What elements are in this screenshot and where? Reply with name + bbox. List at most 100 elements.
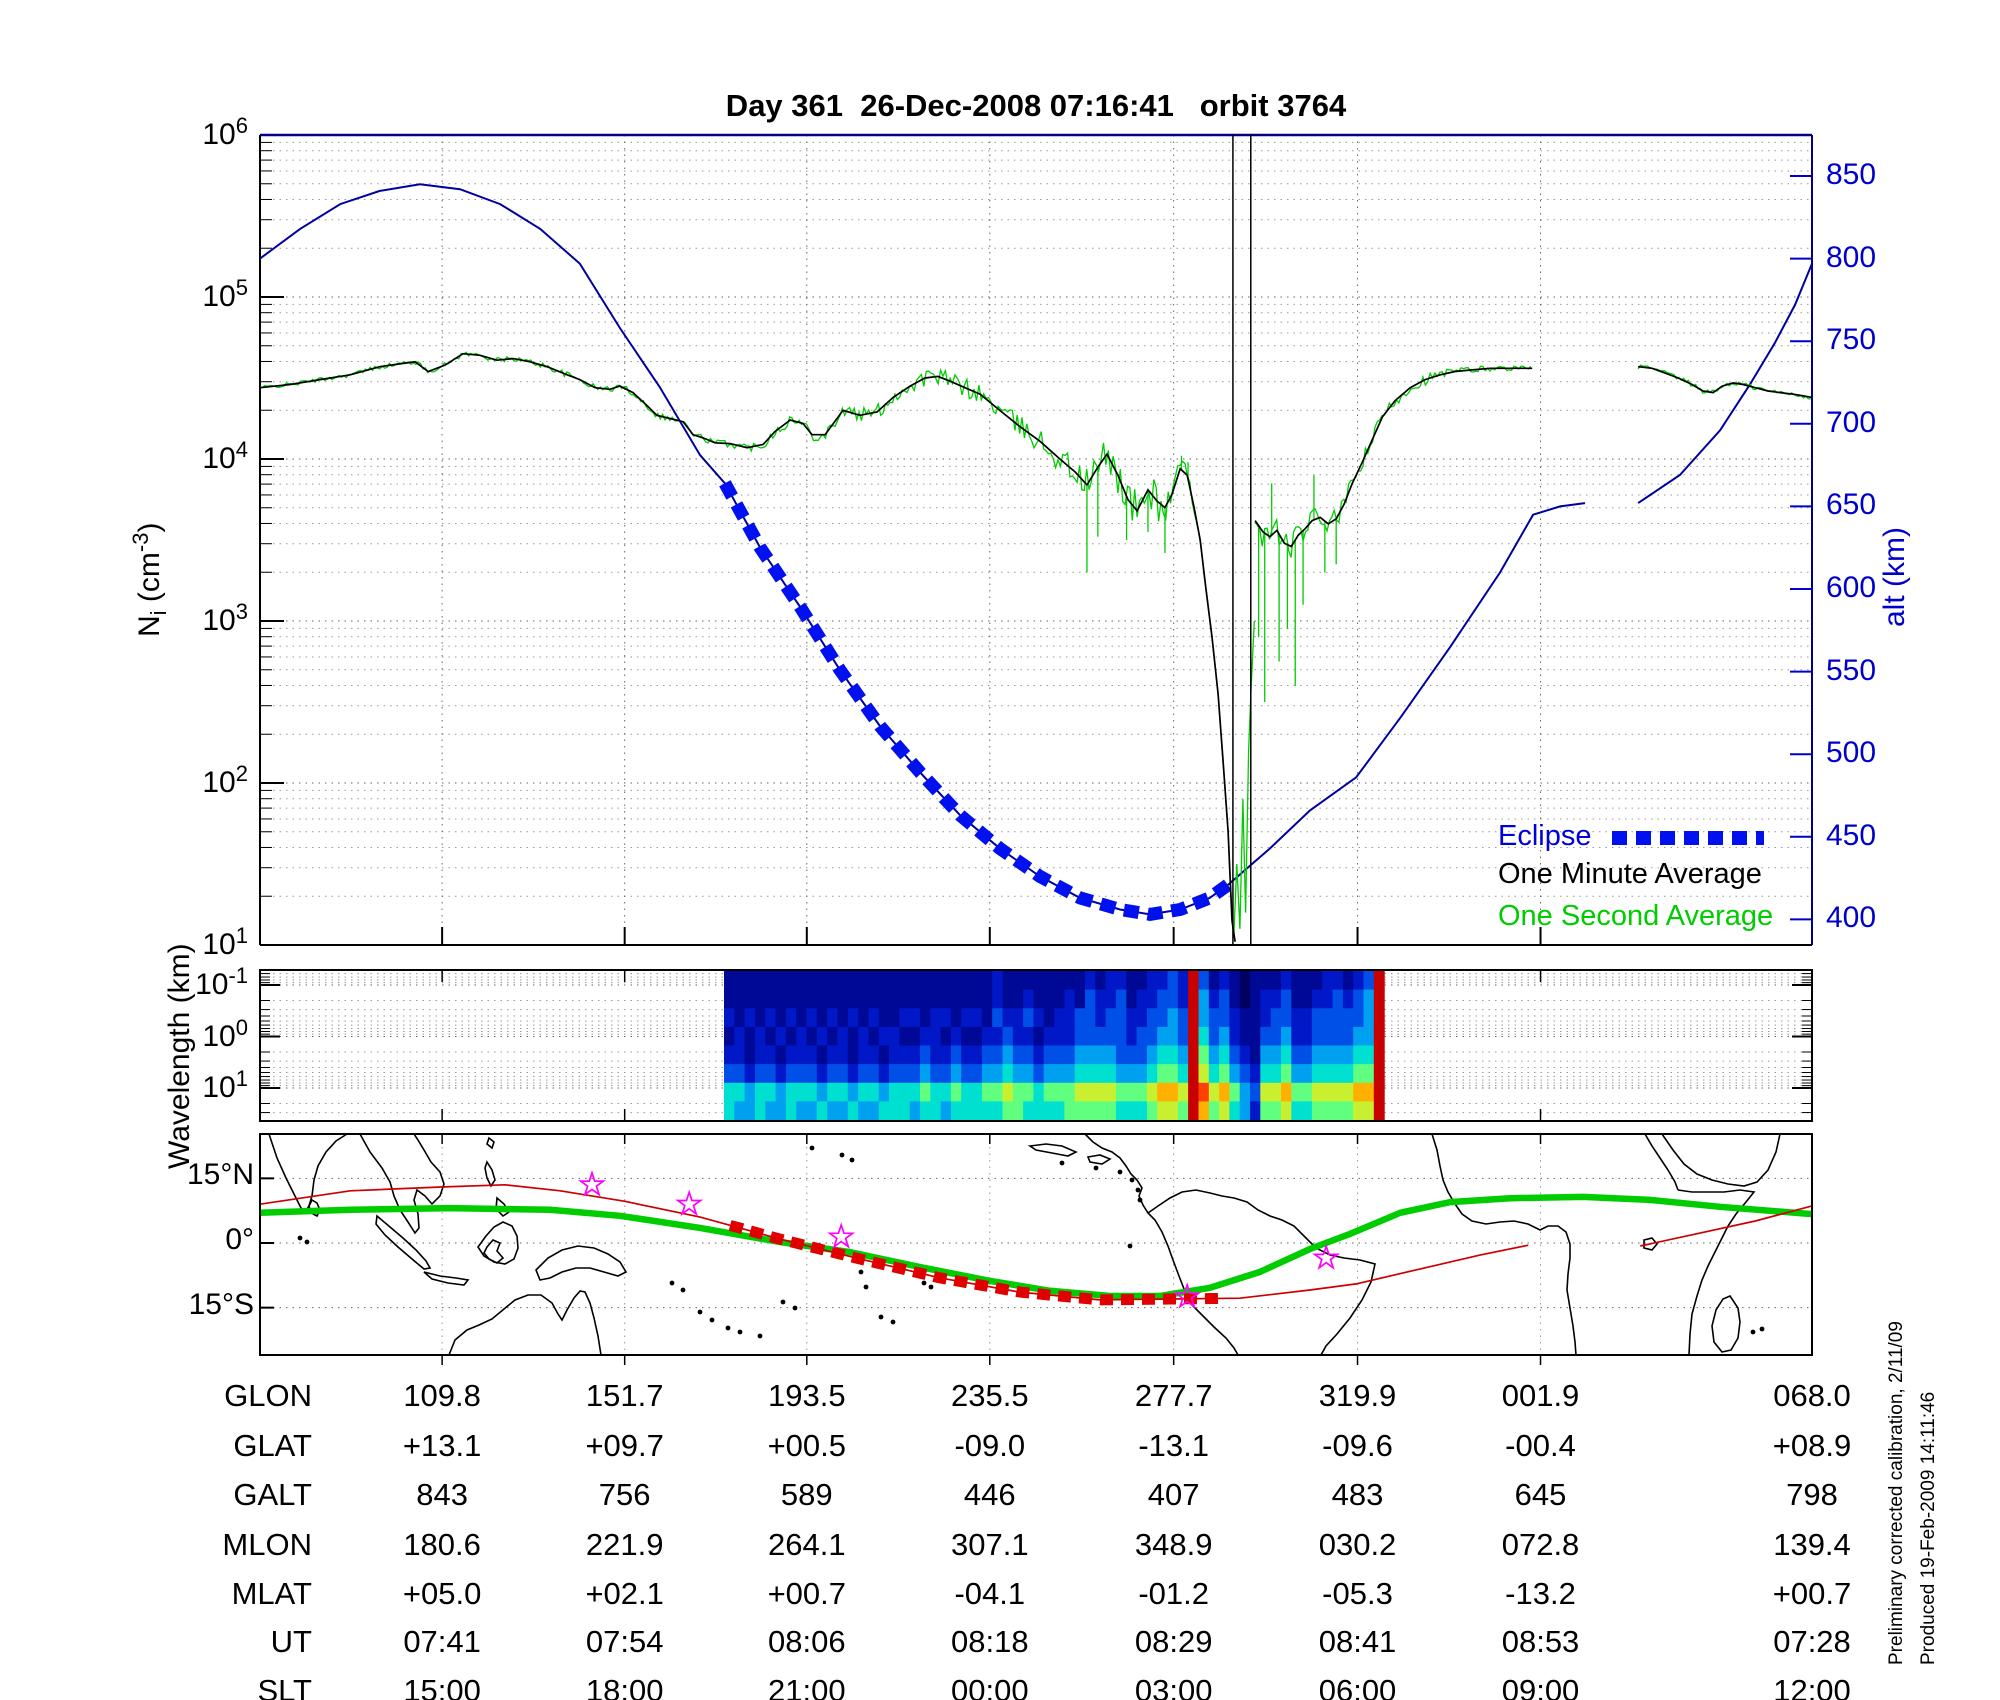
island-dot [878,1314,884,1320]
table-cell-GLON-2: 193.5 [768,1378,846,1413]
coastline [1147,1189,1376,1356]
plasma-bubble-star [1173,1282,1202,1309]
coastline [308,1198,321,1218]
table-row-label-UT: UT [270,1624,312,1659]
table-cell-UT-7: 07:28 [1773,1624,1851,1659]
coastline [359,1133,445,1235]
island-dot [297,1235,303,1241]
table-cell-GLAT-6: -00.4 [1505,1428,1576,1463]
wavelength-spectrogram [259,969,1813,1122]
alt-tick-600: 600 [1826,571,1877,604]
table-cell-GLON-5: 319.9 [1318,1378,1397,1413]
table-cell-UT-4: 08:29 [1134,1624,1213,1659]
alt-tick-450: 450 [1826,818,1877,852]
sidenote-line-1: Preliminary corrected calibration, 2/11/… [1886,1321,1907,1665]
table-cell-MLAT-3: -04.1 [954,1576,1026,1611]
coastline [1677,1189,1756,1356]
island-dot [304,1239,310,1245]
alt-tick-800: 800 [1826,240,1877,274]
table-cell-SLT-0: 15:00 [403,1673,481,1700]
coastline [484,1160,496,1188]
table-cell-GALT-2: 589 [780,1477,833,1512]
island-dot [928,1284,934,1290]
table-cell-UT-5: 08:41 [1318,1624,1397,1659]
island-dot [1059,1160,1065,1166]
coastline [483,1239,505,1264]
table-cell-MLON-2: 264.1 [768,1527,846,1562]
eclipse-ground-track [728,1220,1222,1306]
ni-tick-10e1: 101 [202,923,248,961]
alt-tick-550: 550 [1826,653,1877,687]
coastline [1661,1133,1781,1187]
table-row-label-MLAT: MLAT [231,1576,312,1611]
legend-one-second-average: One Second Average [1498,900,1774,932]
island-dot [921,1280,927,1286]
table-cell-MLON-3: 307.1 [951,1527,1029,1562]
table-cell-GLAT-0: +13.1 [402,1428,482,1463]
coastline [1644,1133,1679,1191]
table-cell-UT-0: 07:41 [403,1624,481,1659]
plasma-bubble-star [577,1170,607,1197]
table-cell-GLAT-2: +00.5 [767,1428,847,1463]
island-dot [1137,1197,1143,1203]
coastline [1643,1237,1659,1251]
table-cell-SLT-5: 06:00 [1318,1673,1397,1700]
spectrogram-heatmap [724,971,1385,1121]
table-cell-GALT-4: 407 [1147,1477,1200,1512]
ni-tick-10e3: 103 [202,599,248,637]
island-dot [737,1329,743,1335]
island-dot [792,1305,798,1311]
legend-eclipse: Eclipse [1498,820,1592,852]
coastline [448,1290,602,1356]
coastline [1711,1295,1741,1353]
island-dot [680,1287,686,1293]
table-row-label-GLAT: GLAT [233,1428,312,1463]
island-dot [839,1152,845,1158]
altitude-curve-wrap [1637,263,1813,504]
plasma-bubble-star [827,1222,856,1249]
alt-tick-400: 400 [1826,901,1877,935]
satellite-ground-track [1640,1205,1813,1247]
map-lat-label-15°S: 15°S [188,1287,254,1321]
table-cell-MLAT-6: -13.2 [1505,1576,1576,1611]
table-cell-MLON-5: 030.2 [1318,1527,1397,1562]
wavelength-tick-10e1: 101 [202,1066,248,1104]
island-dot [1093,1165,1099,1171]
table-cell-UT-6: 08:53 [1501,1624,1580,1659]
table-cell-SLT-3: 00:00 [951,1673,1029,1700]
island-dot [809,1145,815,1151]
alt-tick-650: 650 [1826,488,1877,522]
coastline [1084,1133,1239,1356]
table-cell-SLT-4: 03:00 [1134,1673,1213,1700]
table-cell-GLON-6: 001.9 [1501,1378,1580,1413]
table-cell-GLON-7: 068.0 [1773,1378,1851,1413]
alt-tick-750: 750 [1826,323,1877,357]
table-cell-GLAT-3: -09.0 [954,1428,1026,1463]
one-minute-average-curve [1254,367,1533,548]
table-cell-GLAT-7: +08.9 [1772,1428,1852,1463]
table-cell-SLT-2: 21:00 [768,1673,846,1700]
table-cell-MLON-0: 180.6 [403,1527,481,1562]
coastline [1027,1143,1078,1157]
one-second-average-curve [260,351,1234,927]
ni-tick-10e4: 104 [202,437,248,475]
island-dot [890,1319,896,1325]
coastline [375,1214,432,1270]
island-dot [709,1317,715,1323]
table-cell-GALT-3: 446 [963,1477,1016,1512]
plasma-bubble-star [1312,1243,1341,1271]
island-dot [757,1333,763,1339]
table-cell-GALT-6: 645 [1514,1477,1567,1512]
table-cell-MLON-4: 348.9 [1134,1527,1213,1562]
island-dot [780,1299,786,1305]
island-dot [858,1269,864,1275]
table-cell-MLAT-4: -01.2 [1138,1576,1209,1611]
alt-tick-700: 700 [1826,405,1877,439]
ni-tick-10e5: 105 [202,275,248,313]
one-minute-average-curve [1638,365,1813,399]
dip-equator-line [259,1193,1813,1300]
map-lat-label-15°N: 15°N [186,1158,254,1192]
table-cell-MLON-6: 072.8 [1501,1527,1580,1562]
